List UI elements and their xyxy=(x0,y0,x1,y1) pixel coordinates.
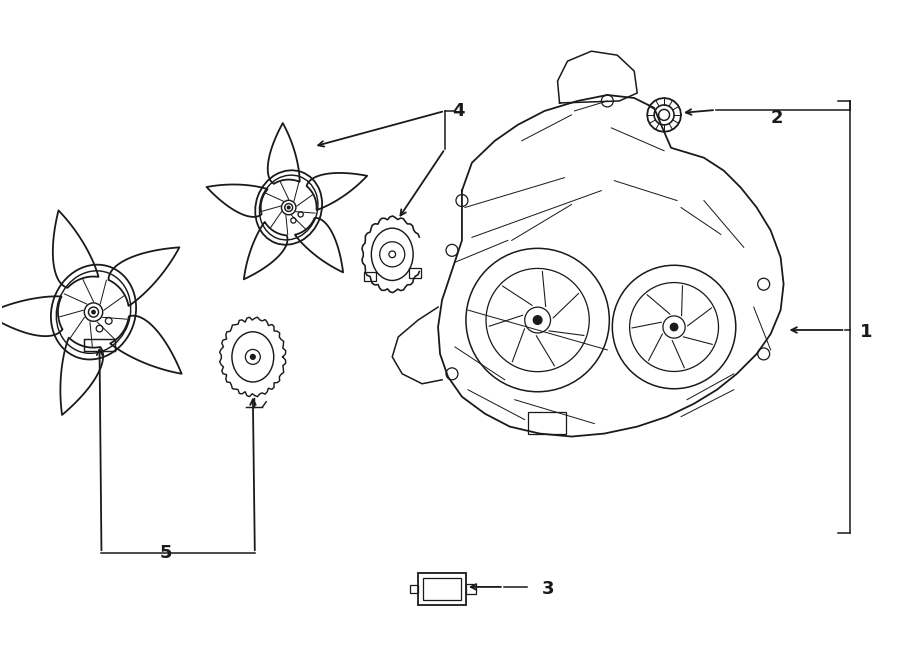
Text: 3: 3 xyxy=(542,580,554,598)
Text: 4: 4 xyxy=(452,102,464,120)
Text: 2: 2 xyxy=(770,109,783,127)
Circle shape xyxy=(534,316,542,324)
Text: 1: 1 xyxy=(860,323,873,341)
Bar xyxy=(527,412,565,434)
Circle shape xyxy=(250,354,256,359)
Bar xyxy=(410,585,419,593)
Circle shape xyxy=(92,310,95,314)
Circle shape xyxy=(670,323,678,331)
Bar xyxy=(418,573,466,605)
Text: 5: 5 xyxy=(160,544,173,562)
Bar xyxy=(423,578,461,600)
Circle shape xyxy=(287,206,290,209)
Bar xyxy=(466,584,476,594)
